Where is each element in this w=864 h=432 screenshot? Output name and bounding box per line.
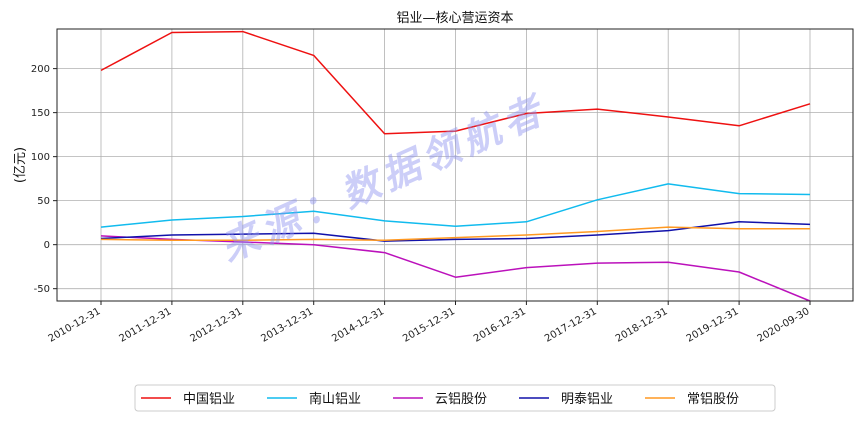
series-line-2 — [100, 183, 811, 228]
x-tick-label: 2016-12-31 — [472, 306, 528, 345]
watermark: 来源：数据领航者 — [213, 86, 553, 270]
x-tick-label: 2014-12-31 — [330, 306, 386, 345]
series-line-3 — [100, 235, 811, 302]
x-tick-label: 2020-09-30 — [756, 306, 812, 345]
legend-box — [134, 384, 776, 412]
x-tick-label: 2019-12-31 — [685, 306, 741, 345]
y-tick-label: 200 — [31, 64, 50, 75]
x-tick-label: 2010-12-31 — [47, 306, 103, 345]
chart-title: 铝业—核心营运资本 — [396, 11, 513, 26]
y-tick-label: 100 — [31, 152, 50, 163]
legend-label: 中国铝业 — [183, 392, 235, 407]
x-tick-label: 2013-12-31 — [259, 306, 315, 345]
x-tick-label: 2015-12-31 — [401, 306, 457, 345]
legend-label: 常铝股份 — [687, 392, 739, 407]
y-tick-label: 0 — [44, 240, 50, 251]
y-tick-label: 150 — [31, 108, 50, 119]
x-tick-label: 2011-12-31 — [118, 306, 174, 345]
x-tick-label: 2018-12-31 — [614, 306, 670, 345]
legend: 中国铝业 南山铝业 云铝股份 明泰铝业 常铝股份 — [134, 384, 776, 412]
series-line-1 — [100, 30, 811, 135]
legend-label: 南山铝业 — [309, 391, 361, 407]
series-layer — [100, 30, 811, 302]
legend-label: 明泰铝业 — [561, 392, 613, 407]
y-tick-label: 50 — [37, 196, 50, 207]
legend-label: 云铝股份 — [435, 392, 487, 407]
grid — [57, 29, 853, 301]
x-axis: 2010-12-31 2011-12-31 2012-12-31 2013-12-31… — [47, 301, 812, 345]
series-line-5 — [100, 226, 810, 242]
x-tick-label: 2017-12-31 — [543, 306, 599, 345]
y-tick-label: -50 — [34, 284, 50, 295]
y-axis-label: (亿元) — [13, 147, 28, 183]
y-axis: -50 0 50 100 150 200 — [31, 64, 57, 295]
x-tick-label: 2012-12-31 — [188, 306, 244, 345]
